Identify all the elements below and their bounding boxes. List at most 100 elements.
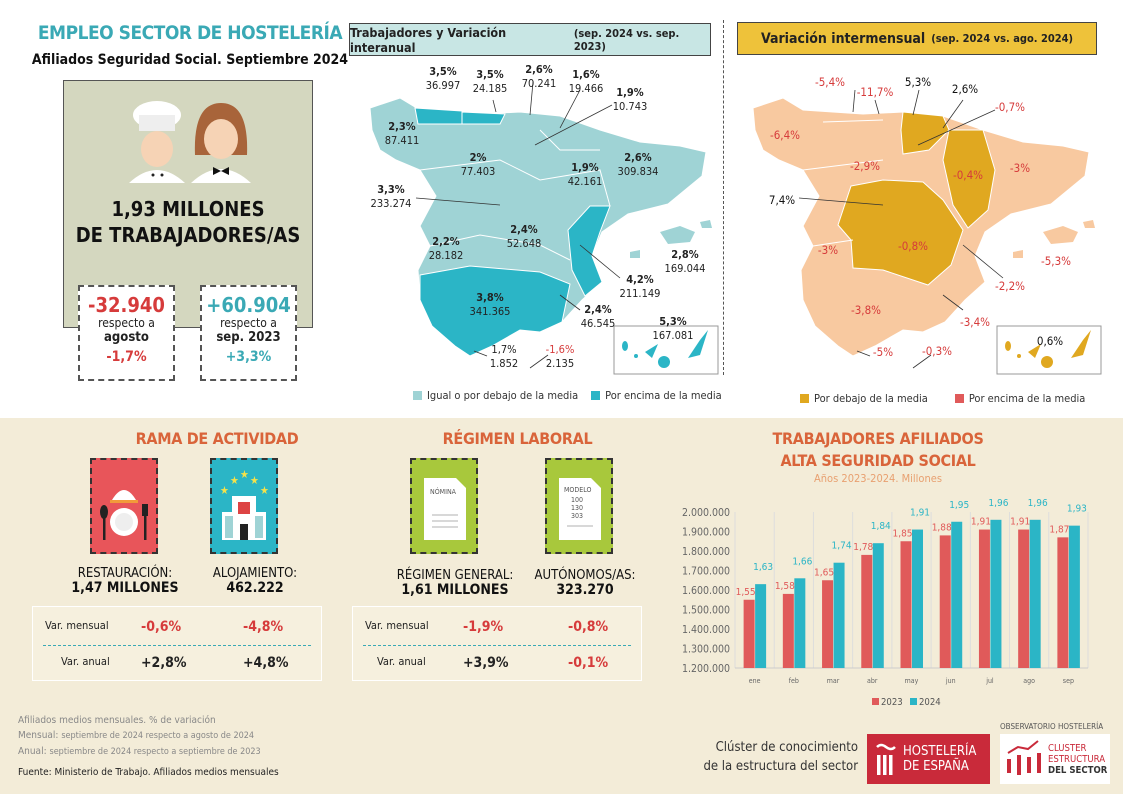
bar-2023 (1057, 537, 1069, 668)
region-workers: 42.161 (567, 175, 603, 188)
observatorio-label: OBSERVATORIO HOSTELERÍA (1000, 722, 1104, 731)
page-title: EMPLEO SECTOR DE HOSTELERÍA (37, 22, 343, 44)
region-pct: 2,4% (584, 303, 612, 316)
x-tick-label: mar (827, 677, 840, 685)
bar-2024 (833, 562, 845, 668)
region-workers: 10.743 (612, 100, 648, 113)
map2-region-label: 5,3% (904, 75, 932, 89)
logo-text: HOSTELERÍA (903, 744, 977, 759)
map2 (752, 89, 1102, 375)
legend-swatch (413, 391, 422, 400)
bar-2024 (872, 543, 884, 668)
bar-2023 (900, 541, 912, 668)
x-tick-label: ago (1023, 677, 1035, 685)
region-workers: 169.044 (664, 262, 706, 275)
total-line2: DE TRABAJADORES/AS (75, 223, 301, 247)
region-workers: 52.648 (506, 237, 542, 250)
regimen-general-value: 1,61 MILLONES (401, 582, 509, 598)
data-label-2023: 1,78 (853, 542, 873, 553)
region-pct: 2,6% (624, 151, 652, 164)
data-label-2024: 1,96 (988, 498, 1008, 509)
note-line: Afiliados medios mensuales. % de variaci… (18, 715, 216, 726)
bar-2024 (1068, 525, 1080, 668)
map2-region-label: -5,3% (1040, 254, 1072, 268)
hosteleria-espana-logo: HOSTELERÍA DE ESPAÑA (867, 734, 990, 784)
x-tick-label: jul (985, 677, 994, 685)
activity-table: Var. mensual -0,6% -4,8% Var. anual +2,8% +4… (32, 606, 322, 681)
maps-svg (369, 81, 1102, 375)
cell-value: +4,8% (243, 655, 289, 671)
data-label-2023: 1,65 (814, 567, 834, 578)
map2-region-label: -0,7% (994, 100, 1026, 114)
map2-region-label: 0,6% (1036, 334, 1064, 348)
data-label-2024: 1,96 (1028, 498, 1048, 509)
legend-swatch (872, 698, 879, 705)
data-label-2024: 1,95 (949, 500, 969, 511)
y-tick-label: 2.000.000 (682, 507, 730, 519)
region-pct: 1,9% (616, 86, 644, 99)
x-tick-label: feb (789, 677, 799, 685)
region-pct: 3,5% (476, 68, 504, 81)
data-label-2023: 1,91 (1010, 517, 1030, 528)
cell-value: -0,8% (568, 619, 609, 635)
map2-region-label: -3,4% (959, 315, 991, 329)
data-label-2024: 1,91 (910, 508, 930, 519)
map1 (369, 81, 719, 375)
map1-region-label: 2,6% 70.241 (522, 63, 557, 91)
cluster-text: Clúster de conocimiento de la estructura … (695, 738, 858, 776)
region-cantabria (461, 111, 506, 125)
region-pct: 1,9% (571, 161, 599, 174)
map1-region-label: 2,4% 46.545 (581, 303, 616, 331)
map1-title-text: Trabajadores y Variación interanual (350, 24, 507, 55)
map1-region-label: 2,4% 52.648 (507, 223, 542, 251)
legend-swatch (910, 698, 917, 705)
map2-region-label: -3% (817, 243, 839, 257)
legend-swatch (591, 391, 601, 400)
legend-swatch (800, 394, 809, 403)
x-tick-label: may (905, 677, 919, 685)
row-label: Var. mensual (45, 619, 109, 632)
annual-change-text: respecto a (220, 316, 277, 330)
source: Fuente: Ministerio de Trabajo. Afiliados… (18, 767, 279, 778)
restauracion-title: RESTAURACIÓN: (77, 566, 173, 581)
note-key: Mensual: (18, 730, 59, 741)
data-label-2024: 1,84 (871, 521, 891, 532)
data-label-2024: 1,93 (1067, 504, 1087, 515)
region-navarra-rioja (900, 111, 950, 155)
bar-2024 (990, 519, 1002, 668)
region-workers: 1.852 (489, 357, 519, 370)
region-pct: 2,3% (388, 120, 416, 133)
map2-region-label: -0,3% (921, 344, 953, 358)
bar-2024 (951, 521, 963, 668)
y-tick-label: 1.600.000 (682, 585, 730, 597)
y-tick-label: 1.500.000 (682, 605, 730, 617)
row-label: Var. anual (377, 655, 426, 668)
workers-illustration-icon (129, 101, 251, 183)
map2-period: (sep. 2024 vs. ago. 2024) (931, 32, 1074, 45)
notes: Afiliados medios mensuales. % de variaci… (18, 713, 279, 780)
region-pct: 3,5% (429, 65, 457, 78)
region-workers: 77.403 (460, 165, 496, 178)
row-label: Var. anual (61, 655, 110, 668)
region-workers: 19.466 (568, 82, 604, 95)
region-workers: 70.241 (521, 77, 557, 90)
map1-region-label: 2,3% 87.411 (385, 120, 420, 148)
cell-value: -0,6% (141, 619, 182, 635)
bar-2023 (1018, 529, 1030, 668)
y-tick-label: 1.800.000 (682, 546, 730, 558)
region-workers: 341.365 (469, 305, 511, 318)
svg-text:★: ★ (240, 468, 249, 481)
cell-value: -1,9% (463, 619, 504, 635)
map2-legend: Por debajo de la media Por encima de la … (800, 392, 1085, 405)
map1-period: (sep. 2024 vs. sep. 2023) (573, 26, 680, 53)
map1-legend: Igual o por debajo de la media Por encim… (413, 389, 722, 402)
restauracion-label: RESTAURACIÓN: 1,47 MILLONES (70, 566, 180, 596)
regimen-general-label: RÉGIMEN GENERAL: 1,61 MILLONES (385, 568, 525, 598)
monthly-change-card: -32.940 respecto a agosto -1,7% (78, 285, 175, 381)
doc-line: 303 (571, 512, 583, 520)
map1-region-label: -1,6% 2.135 (546, 343, 575, 371)
regime-title: RÉGIMEN LABORAL (442, 429, 593, 448)
map2-region-label: 2,6% (951, 82, 979, 96)
region-aragon (942, 129, 996, 229)
data-label-2023: 1,85 (892, 528, 912, 539)
